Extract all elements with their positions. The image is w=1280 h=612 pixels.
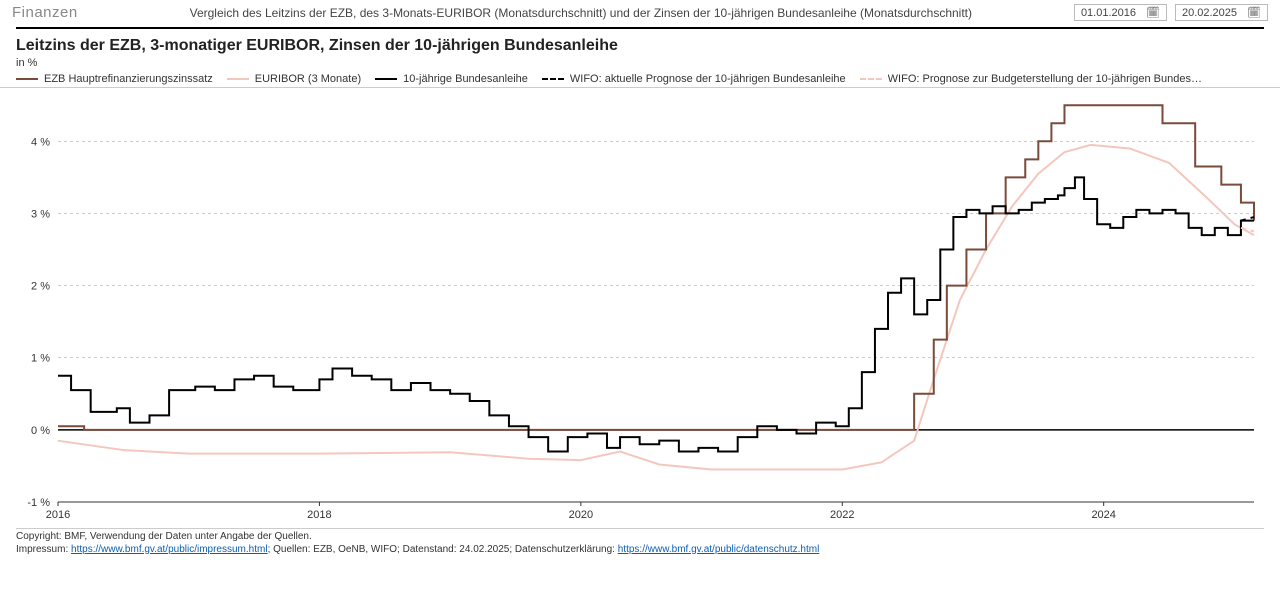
legend-label: WIFO: Prognose zur Budgeterstellung der …: [888, 73, 1202, 85]
legend-swatch: [860, 78, 882, 80]
date-from-picker[interactable]: 01.01.2016 🗓: [1074, 4, 1167, 21]
svg-text:-1 %: -1 %: [27, 497, 50, 509]
svg-text:3 %: 3 %: [31, 208, 50, 220]
top-bar: Finanzen Vergleich des Leitzins der EZB,…: [0, 0, 1280, 23]
footer-copyright: Copyright: BMF, Verwendung der Daten unt…: [16, 531, 1264, 544]
legend-item-2[interactable]: 10-jährige Bundesanleihe: [375, 73, 528, 85]
svg-text:2016: 2016: [46, 509, 70, 521]
legend-label: EZB Hauptrefinanzierungszinssatz: [44, 73, 213, 85]
legend-swatch: [375, 78, 397, 80]
legend-item-1[interactable]: EURIBOR (3 Monate): [227, 73, 361, 85]
legend-swatch: [542, 78, 564, 80]
svg-text:2 %: 2 %: [31, 281, 50, 293]
divider: [16, 27, 1264, 29]
footer-line2: Impressum: https://www.bmf.gv.at/public/…: [16, 544, 1264, 557]
date-to-value: 20.02.2025: [1182, 7, 1237, 19]
svg-text:4 %: 4 %: [31, 136, 50, 148]
impressum-link[interactable]: https://www.bmf.gv.at/public/impressum.h…: [71, 544, 268, 555]
date-from-value: 01.01.2016: [1081, 7, 1136, 19]
footer: Copyright: BMF, Verwendung der Daten unt…: [16, 528, 1264, 556]
svg-text:2018: 2018: [307, 509, 331, 521]
legend-item-4[interactable]: WIFO: Prognose zur Budgeterstellung der …: [860, 73, 1202, 85]
chart-title: Leitzins der EZB, 3-monatiger EURIBOR, Z…: [0, 31, 1280, 55]
legend-item-3[interactable]: WIFO: aktuelle Prognose der 10-jährigen …: [542, 73, 846, 85]
legend-label: EURIBOR (3 Monate): [255, 73, 361, 85]
legend-swatch: [16, 78, 38, 80]
calendar-icon: 🗓: [1146, 6, 1160, 19]
svg-text:2020: 2020: [569, 509, 593, 521]
legend-label: 10-jährige Bundesanleihe: [403, 73, 528, 85]
chart-unit: in %: [0, 55, 1280, 73]
page-subtitle: Vergleich des Leitzins der EZB, des 3-Mo…: [96, 6, 1066, 20]
legend-label: WIFO: aktuelle Prognose der 10-jährigen …: [570, 73, 846, 85]
legend-item-0[interactable]: EZB Hauptrefinanzierungszinssatz: [16, 73, 213, 85]
svg-text:2024: 2024: [1091, 509, 1115, 521]
privacy-link[interactable]: https://www.bmf.gv.at/public/datenschutz…: [618, 544, 820, 555]
chart-canvas: -1 % 0 % 1 % 2 % 3 % 4 % 2016 2018 2020 2022 2024: [16, 88, 1264, 528]
date-to-picker[interactable]: 20.02.2025 🗓: [1175, 4, 1268, 21]
svg-text:0 %: 0 %: [31, 425, 50, 437]
calendar-icon: 🗓: [1247, 6, 1261, 19]
brand-label: Finanzen: [12, 4, 78, 21]
svg-text:2022: 2022: [830, 509, 854, 521]
chart-legend: EZB Hauptrefinanzierungszinssatz EURIBOR …: [0, 73, 1280, 88]
legend-swatch: [227, 78, 249, 80]
svg-text:1 %: 1 %: [31, 353, 50, 365]
